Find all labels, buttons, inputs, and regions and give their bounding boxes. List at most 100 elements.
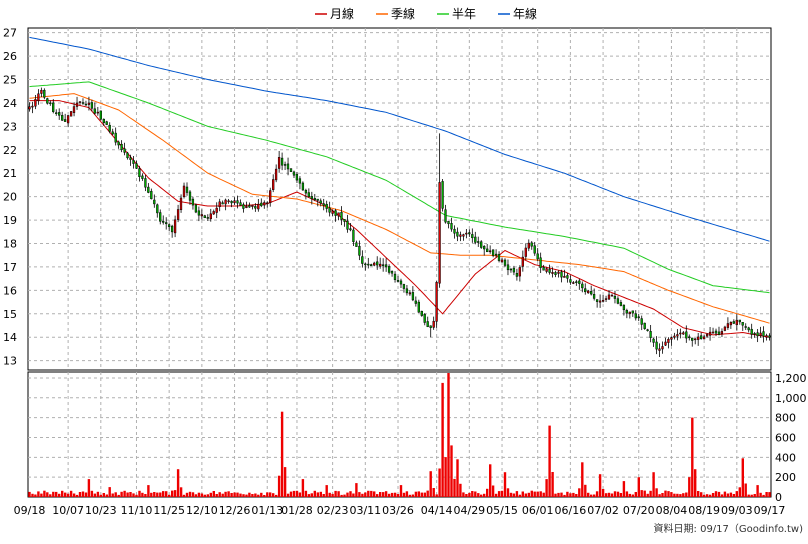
candle-body-6 [46, 98, 49, 104]
candle-body-27 [108, 124, 111, 132]
candle-body-212 [658, 348, 661, 351]
candle-74 [248, 202, 251, 208]
volume-bar-5 [43, 490, 46, 497]
candle-body-167 [524, 247, 527, 257]
volume-bar-102 [331, 493, 334, 497]
candle-235 [726, 317, 730, 330]
candle-body-216 [670, 337, 673, 340]
candle-0 [28, 102, 31, 112]
candle-121 [387, 264, 391, 275]
candle-body-237 [732, 321, 735, 324]
candle-body-38 [141, 175, 144, 179]
volume-bar-34 [129, 492, 132, 497]
candle-body-136 [432, 320, 435, 328]
volume-bar-132 [420, 492, 423, 497]
candle-227 [702, 334, 706, 340]
candle-16 [75, 96, 79, 110]
volume-bar-183 [572, 492, 575, 497]
x-tick-label-21: 09/03 [721, 504, 753, 517]
volume-bar-191 [595, 491, 599, 497]
candle-247 [762, 326, 765, 343]
candle-body-42 [153, 199, 156, 205]
candle-126 [402, 283, 406, 293]
candle-85 [280, 152, 284, 171]
volume-bar-170 [533, 491, 536, 497]
candle-209 [649, 324, 652, 343]
candle-240 [741, 322, 744, 331]
volume-bar-126 [402, 492, 406, 497]
candle-169 [530, 241, 533, 250]
volume-bar-208 [646, 493, 649, 497]
legend-label-2: 半年 [452, 7, 476, 21]
candle-40 [147, 183, 150, 194]
candle-92 [301, 181, 305, 191]
candle-body-44 [159, 212, 162, 222]
candle-168 [527, 239, 530, 252]
candle-180 [563, 269, 566, 278]
volume-bar-62 [212, 491, 215, 497]
candle-231 [714, 328, 718, 337]
candle-body-163 [512, 267, 516, 273]
candle-42 [153, 194, 156, 208]
candle-body-123 [393, 273, 397, 280]
candle-157 [494, 249, 498, 258]
candle-5 [43, 88, 46, 100]
candle-151 [477, 236, 480, 247]
volume-bar-164 [515, 491, 519, 497]
candle-body-182 [569, 279, 572, 283]
volume-bar-22 [93, 493, 97, 497]
candle-body-203 [631, 310, 634, 314]
candle-body-92 [301, 182, 305, 191]
volume-bar-69 [233, 492, 236, 497]
candle-body-221 [685, 331, 688, 339]
candle-body-63 [215, 207, 218, 213]
x-tick-label-0: 09/18 [14, 504, 46, 517]
volume-bar-112 [361, 493, 364, 497]
candle-body-101 [328, 207, 331, 213]
candle-body-207 [643, 322, 646, 329]
axes: 13 14 15 16 17 18 19 20 21 22 23 24 25 26 27 0 200 400 600… [3, 27, 807, 517]
candle-154 [486, 244, 489, 253]
candle-body-88 [289, 168, 293, 172]
candle-body-148 [468, 232, 471, 235]
candle-8 [52, 99, 55, 114]
candle-body-24 [99, 110, 102, 120]
volume-bar-188 [587, 492, 590, 497]
candle-body-52 [182, 185, 186, 197]
candle-body-180 [563, 275, 566, 278]
volume-bar-115 [370, 490, 373, 497]
candle-body-248 [765, 335, 768, 338]
candle-91 [298, 176, 302, 190]
candle-body-115 [370, 264, 373, 267]
volume-bar-218 [676, 493, 679, 497]
candle-body-90 [295, 173, 299, 181]
candle-body-184 [575, 281, 578, 283]
volume-bar-44 [159, 492, 162, 497]
volume-bar-182 [569, 493, 572, 497]
candle-38 [141, 173, 144, 181]
candle-72 [242, 202, 245, 213]
candle-body-130 [414, 300, 417, 304]
candle-187 [584, 283, 587, 295]
candle-body-49 [173, 219, 177, 234]
volume-tick-label-1: 200 [775, 471, 796, 484]
candle-body-132 [420, 310, 423, 316]
volume-bar-171 [536, 491, 539, 497]
volume-bar-103 [334, 490, 337, 497]
candle-body-201 [625, 310, 628, 314]
candle-body-183 [572, 282, 575, 284]
volume-bar-11 [61, 490, 64, 497]
volume-bar-124 [396, 494, 400, 497]
candle-102 [331, 209, 334, 216]
candle-175 [548, 264, 551, 275]
candle-body-107 [346, 220, 349, 230]
candle-body-39 [144, 178, 147, 188]
candle-body-162 [509, 268, 513, 271]
candle-237 [732, 319, 735, 325]
candle-body-103 [334, 210, 337, 216]
candle-body-191 [595, 299, 599, 302]
candle-body-173 [542, 266, 545, 271]
volume-bar-209 [649, 490, 652, 497]
candle-body-94 [307, 192, 310, 198]
candle-224 [694, 338, 697, 345]
